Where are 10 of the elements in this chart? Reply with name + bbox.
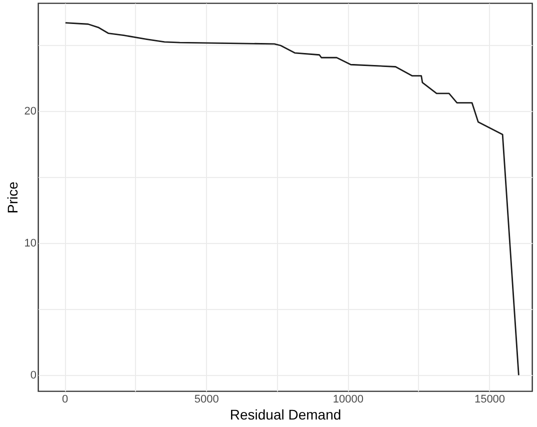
y-axis-title: Price (4, 181, 20, 214)
y-tick-label: 0 (30, 370, 36, 382)
x-axis-title: Residual Demand (230, 406, 342, 422)
y-tick-label: 10 (24, 238, 36, 250)
x-tick-label: 5000 (194, 394, 219, 406)
x-tick-label: 0 (62, 394, 68, 406)
x-tick-label: 15000 (474, 394, 506, 406)
line-series (64, 22, 520, 376)
x-tick-label: 10000 (332, 394, 364, 406)
y-tick-label: 20 (24, 106, 36, 118)
